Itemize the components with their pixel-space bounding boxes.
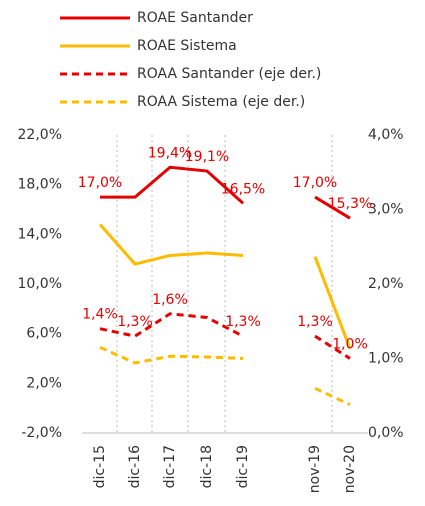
data-label: 17,0% <box>78 175 122 191</box>
y2-tick-label: 1,0% <box>368 351 404 367</box>
series-line <box>99 312 351 360</box>
data-label: 16,5% <box>221 181 265 197</box>
series-line <box>100 165 351 220</box>
x-tick-label: dic-15 <box>92 445 108 488</box>
data-label: 1,4% <box>82 307 118 323</box>
legend-label: ROAE Sistema <box>137 38 237 54</box>
legend-label: ROAE Santander <box>137 10 253 26</box>
x-tick-label: nov-19 <box>307 445 323 493</box>
legend-label: ROAA Sistema (eje der.) <box>137 94 305 110</box>
y-tick-label: 22,0% <box>18 127 62 143</box>
x-tick-label: dic-16 <box>127 445 143 488</box>
data-label: 17,0% <box>293 175 337 191</box>
data-label: 19,1% <box>185 149 229 165</box>
y2-tick-label: 4,0% <box>368 127 404 143</box>
y2-tick-label: 3,0% <box>368 202 404 218</box>
data-label: 1,0% <box>332 337 368 353</box>
data-label: 19,4% <box>148 145 192 161</box>
data-label: 1,3% <box>225 314 261 330</box>
legend-label: ROAA Santander (eje der.) <box>137 66 321 82</box>
y-tick-label: 6,0% <box>26 326 62 342</box>
y-tick-label: 18,0% <box>18 177 62 193</box>
y-tick-label: 2,0% <box>26 375 62 391</box>
y-tick-label: 10,0% <box>18 276 62 292</box>
data-label: 1,6% <box>152 292 188 308</box>
x-tick-label: dic-18 <box>199 445 215 488</box>
y-tick-label: -2,0% <box>21 425 62 441</box>
x-tick-label: dic-17 <box>162 445 178 488</box>
y2-tick-label: 2,0% <box>368 276 404 292</box>
series-line <box>99 345 351 407</box>
series-line <box>98 223 352 350</box>
data-label: 15,3% <box>328 196 372 212</box>
data-label: 1,3% <box>297 314 333 330</box>
y-tick-label: 14,0% <box>18 226 62 242</box>
x-tick-label: nov-20 <box>342 445 358 493</box>
data-label: 1,3% <box>117 314 153 330</box>
y2-tick-label: 0,0% <box>368 425 404 441</box>
x-tick-label: dic-19 <box>235 445 251 488</box>
